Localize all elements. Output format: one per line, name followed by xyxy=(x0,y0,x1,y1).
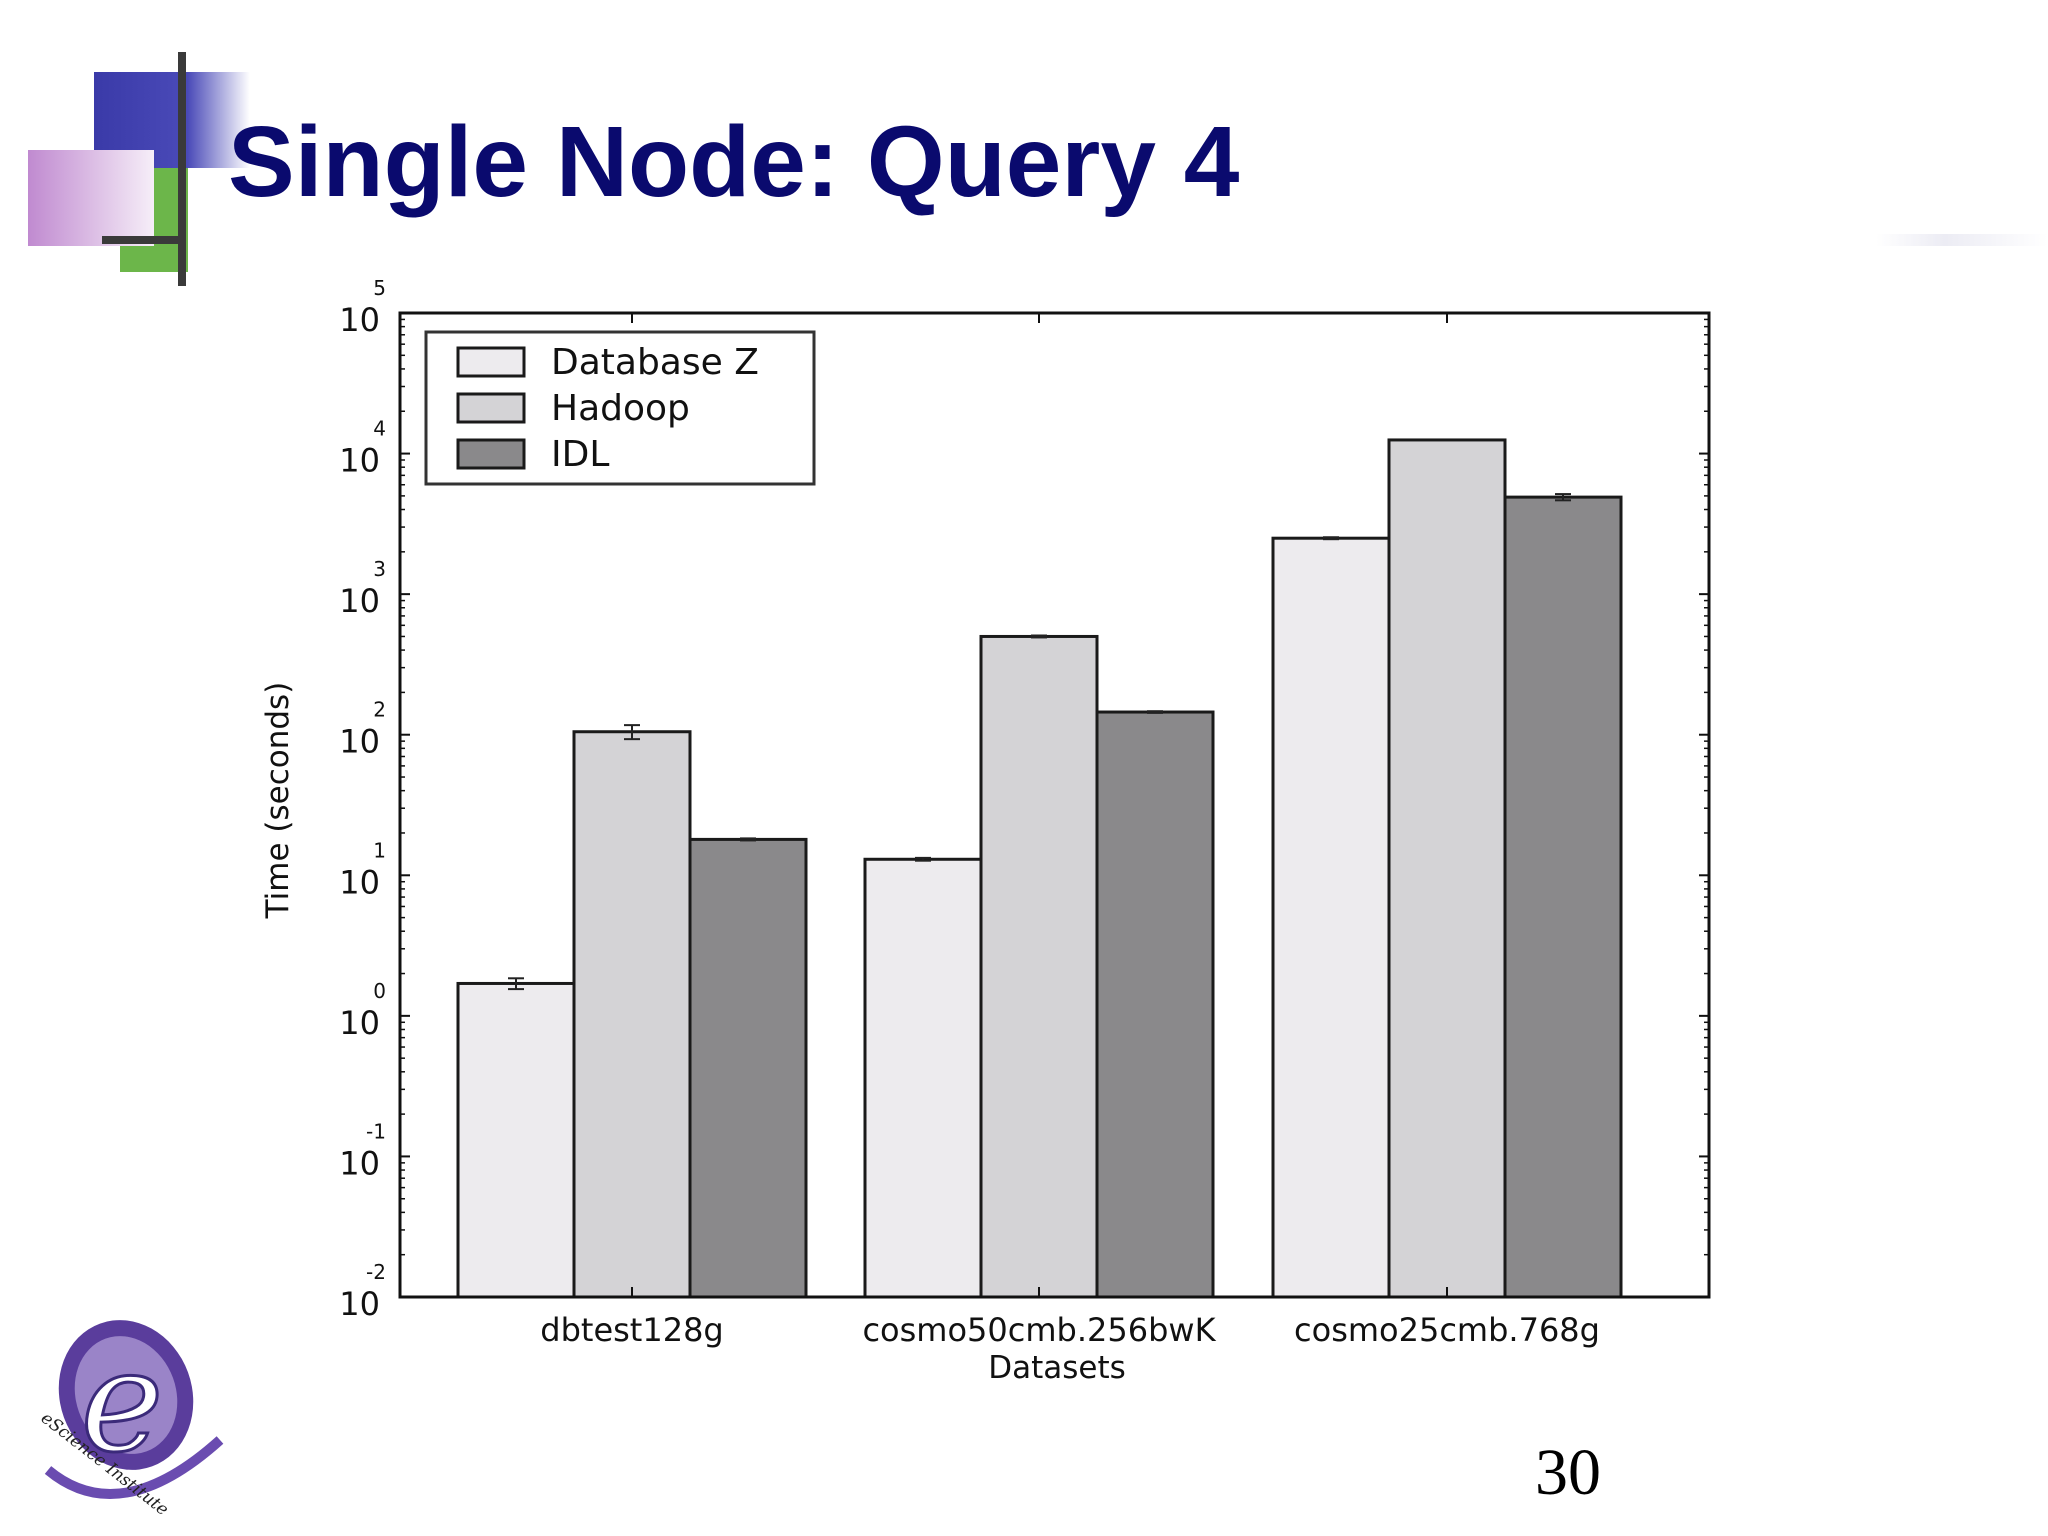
x-tick-label: cosmo25cmb.768g xyxy=(1294,1311,1600,1349)
bar-hadoop-1 xyxy=(572,730,692,1299)
legend-swatch xyxy=(456,438,526,470)
x-tick-label: dbtest128g xyxy=(540,1311,723,1349)
y-tick-label: 10 xyxy=(339,301,380,339)
legend-swatch xyxy=(456,346,526,378)
y-axis-label: Time (seconds) xyxy=(260,682,296,920)
y-tick-label: 10 xyxy=(339,723,380,761)
error-bar xyxy=(1147,710,1163,714)
y-tick-label: 10 xyxy=(339,1285,380,1323)
y-tick-label: 10 xyxy=(339,1144,380,1182)
legend-label: IDL xyxy=(551,434,609,475)
y-tick-exponent: 5 xyxy=(373,276,386,300)
escience-logo: e eScience Institute xyxy=(37,1320,224,1520)
page-number: 30 xyxy=(1535,1436,1601,1509)
bar-hadoop-3 xyxy=(1387,438,1507,1299)
legend-swatch xyxy=(456,392,526,424)
error-bar xyxy=(1555,493,1571,502)
y-tick-label: 10 xyxy=(339,863,380,901)
y-tick-exponent: 4 xyxy=(373,417,386,441)
y-tick-exponent: 0 xyxy=(373,979,386,1003)
y-tick-exponent: 3 xyxy=(373,557,386,581)
bars xyxy=(456,438,1623,1299)
error-bar xyxy=(1323,536,1339,541)
bar-hadoop-2 xyxy=(979,634,1099,1299)
bar-database-z-2 xyxy=(863,857,983,1299)
error-bar xyxy=(1031,634,1047,639)
horizontal-rule xyxy=(102,236,186,244)
bar-database-z-3 xyxy=(1271,536,1391,1299)
vertical-rule xyxy=(178,52,186,286)
legend: Database Z Hadoop IDL xyxy=(424,330,816,486)
slide-title: Single Node: Query 4 xyxy=(228,106,1240,218)
y-tick-label: 10 xyxy=(339,442,380,480)
bar-idl-1 xyxy=(688,837,808,1299)
error-bar xyxy=(915,856,931,862)
y-tick-exponent: -1 xyxy=(366,1119,386,1143)
right-accent-bar xyxy=(1876,234,2048,246)
plot-frame xyxy=(398,311,1711,1299)
bar-idl-3 xyxy=(1503,495,1623,1299)
bar-idl-2 xyxy=(1095,710,1215,1299)
corner-decoration xyxy=(28,52,2048,286)
purple-square xyxy=(28,150,154,246)
y-tick-label: 10 xyxy=(339,1004,380,1042)
y-tick-exponent: -2 xyxy=(366,1260,386,1284)
y-tick-exponent: 2 xyxy=(373,698,386,722)
legend-label: Database Z xyxy=(551,342,759,383)
legend-label: Hadoop xyxy=(551,388,690,429)
x-axis-label: Datasets xyxy=(988,1350,1126,1386)
x-tick-label: cosmo50cmb.256bwK xyxy=(862,1311,1216,1349)
error-bar xyxy=(508,977,524,991)
bar-database-z-1 xyxy=(456,981,576,1299)
error-bar xyxy=(624,724,640,741)
logo-e-glyph: e xyxy=(81,1321,164,1484)
y-tick-exponent: 1 xyxy=(373,838,386,862)
y-tick-label: 10 xyxy=(339,582,380,620)
error-bar xyxy=(740,837,756,842)
